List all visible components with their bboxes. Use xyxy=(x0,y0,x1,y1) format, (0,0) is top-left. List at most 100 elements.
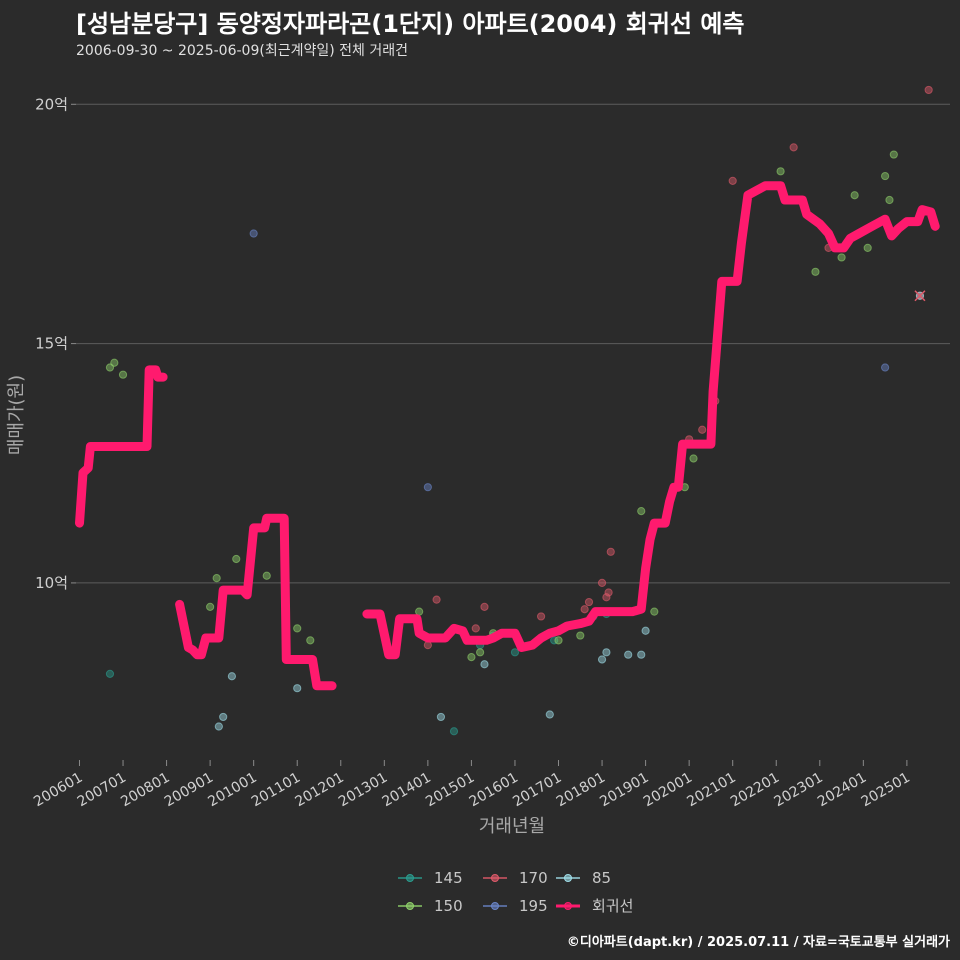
point-150 xyxy=(881,171,890,181)
point-150 xyxy=(811,267,820,276)
legend-label: 회귀선 xyxy=(592,897,633,915)
legend-dot-170 xyxy=(491,874,499,882)
x-tick-label: 202501 xyxy=(859,770,913,811)
legend-label: 195 xyxy=(519,897,548,915)
credit-line: ©디아파트(dapt.kr) / 2025.07.11 / 자료=국토교통부 실… xyxy=(566,935,950,950)
point-150 xyxy=(837,253,846,262)
point-150 xyxy=(415,607,424,616)
legend-dot-85 xyxy=(564,874,572,882)
point-150 xyxy=(554,636,563,645)
x-tick-label: 201401 xyxy=(380,770,434,811)
x-tick-label: 201501 xyxy=(423,770,477,811)
point-145 xyxy=(550,636,559,645)
y-axis-label: 매매가(원) xyxy=(6,375,27,455)
point-170 xyxy=(423,641,432,650)
point-170 xyxy=(584,597,594,607)
point-85 xyxy=(545,710,554,719)
point-145 xyxy=(105,669,115,678)
point-150 xyxy=(885,195,894,205)
legend: 145 150 170 195 85 회귀선 xyxy=(398,869,633,915)
point-85 xyxy=(227,672,237,681)
legend-label: 170 xyxy=(519,869,548,887)
point-150 xyxy=(576,631,585,640)
point-85 xyxy=(214,722,223,731)
point-195 xyxy=(249,229,258,238)
x-tick-label: 201301 xyxy=(336,770,390,811)
point-85 xyxy=(480,660,489,669)
point-150 xyxy=(850,191,859,200)
point-170 xyxy=(480,602,489,611)
x-tick-label: 201901 xyxy=(597,770,651,811)
x-tick-label: 201201 xyxy=(292,770,346,811)
x-tick-label: 202001 xyxy=(641,770,695,811)
point-170 xyxy=(536,612,546,621)
point-195 xyxy=(423,483,432,492)
point-150 xyxy=(212,574,221,583)
regression-segment xyxy=(362,181,940,660)
x-tick-label: 200601 xyxy=(31,770,85,811)
point-85 xyxy=(641,626,650,635)
point-150 xyxy=(476,648,485,657)
gridlines xyxy=(76,103,950,584)
y-axis: 10억 15억 20억 xyxy=(35,95,76,592)
x-tick-label: 202301 xyxy=(772,770,826,811)
point-145 xyxy=(510,648,520,657)
legend-dot-회귀선 xyxy=(564,902,572,910)
point-150 xyxy=(306,636,315,645)
regression-segment xyxy=(75,365,168,528)
x-tick-label: 201701 xyxy=(510,770,564,811)
point-170 xyxy=(606,547,615,556)
x-tick-label: 200701 xyxy=(75,770,129,811)
point-85 xyxy=(597,655,607,664)
point-170 xyxy=(471,624,480,633)
x-tick-label: 201101 xyxy=(249,770,303,811)
legend-dot-195 xyxy=(491,902,499,910)
point-85 xyxy=(436,712,446,722)
regression-segment xyxy=(175,513,337,691)
y-tick-label: 10억 xyxy=(35,574,68,592)
point-170 xyxy=(789,143,798,152)
point-150 xyxy=(293,624,302,633)
point-170 xyxy=(597,578,607,588)
y-tick-label: 15억 xyxy=(35,335,68,353)
point-150 xyxy=(262,571,271,580)
chart-title: [성남분당구] 동양정자파라곤(1단지) 아파트(2004) 회귀선 예측 xyxy=(76,10,745,38)
point-85 xyxy=(602,648,611,657)
point-85 xyxy=(219,712,228,722)
point-85 xyxy=(637,650,646,659)
legend-dot-150 xyxy=(406,902,414,910)
x-tick-label: 200901 xyxy=(162,770,216,811)
point-170 xyxy=(602,593,611,602)
x-axis: 2006012007012008012009012010012011012012… xyxy=(31,760,913,810)
regression-line xyxy=(75,181,940,691)
point-150 xyxy=(689,454,698,463)
point-170 xyxy=(580,605,589,614)
point-150 xyxy=(637,507,646,516)
legend-label: 150 xyxy=(434,897,463,915)
legend-label: 85 xyxy=(592,869,611,887)
point-170 xyxy=(924,85,933,95)
x-tick-label: 201801 xyxy=(554,770,608,811)
y-tick-label: 20억 xyxy=(35,95,68,113)
point-145 xyxy=(449,727,459,736)
point-150 xyxy=(863,243,872,252)
point-150 xyxy=(110,358,119,367)
point-170 xyxy=(698,425,707,434)
x-tick-label: 202201 xyxy=(728,770,782,811)
point-170 xyxy=(728,176,737,185)
x-tick-label: 202101 xyxy=(684,770,738,811)
point-150 xyxy=(467,652,476,662)
point-170 xyxy=(604,588,613,597)
point-150 xyxy=(776,167,785,176)
point-170 xyxy=(432,595,441,604)
legend-label: 145 xyxy=(434,869,463,887)
point-150 xyxy=(232,554,241,564)
point-150 xyxy=(650,607,659,616)
point-150 xyxy=(118,370,128,379)
point-150 xyxy=(206,602,215,611)
point-85 xyxy=(293,684,302,693)
x-tick-label: 201601 xyxy=(467,770,521,811)
x-tick-label: 202401 xyxy=(815,770,869,811)
legend-dot-145 xyxy=(406,874,414,882)
